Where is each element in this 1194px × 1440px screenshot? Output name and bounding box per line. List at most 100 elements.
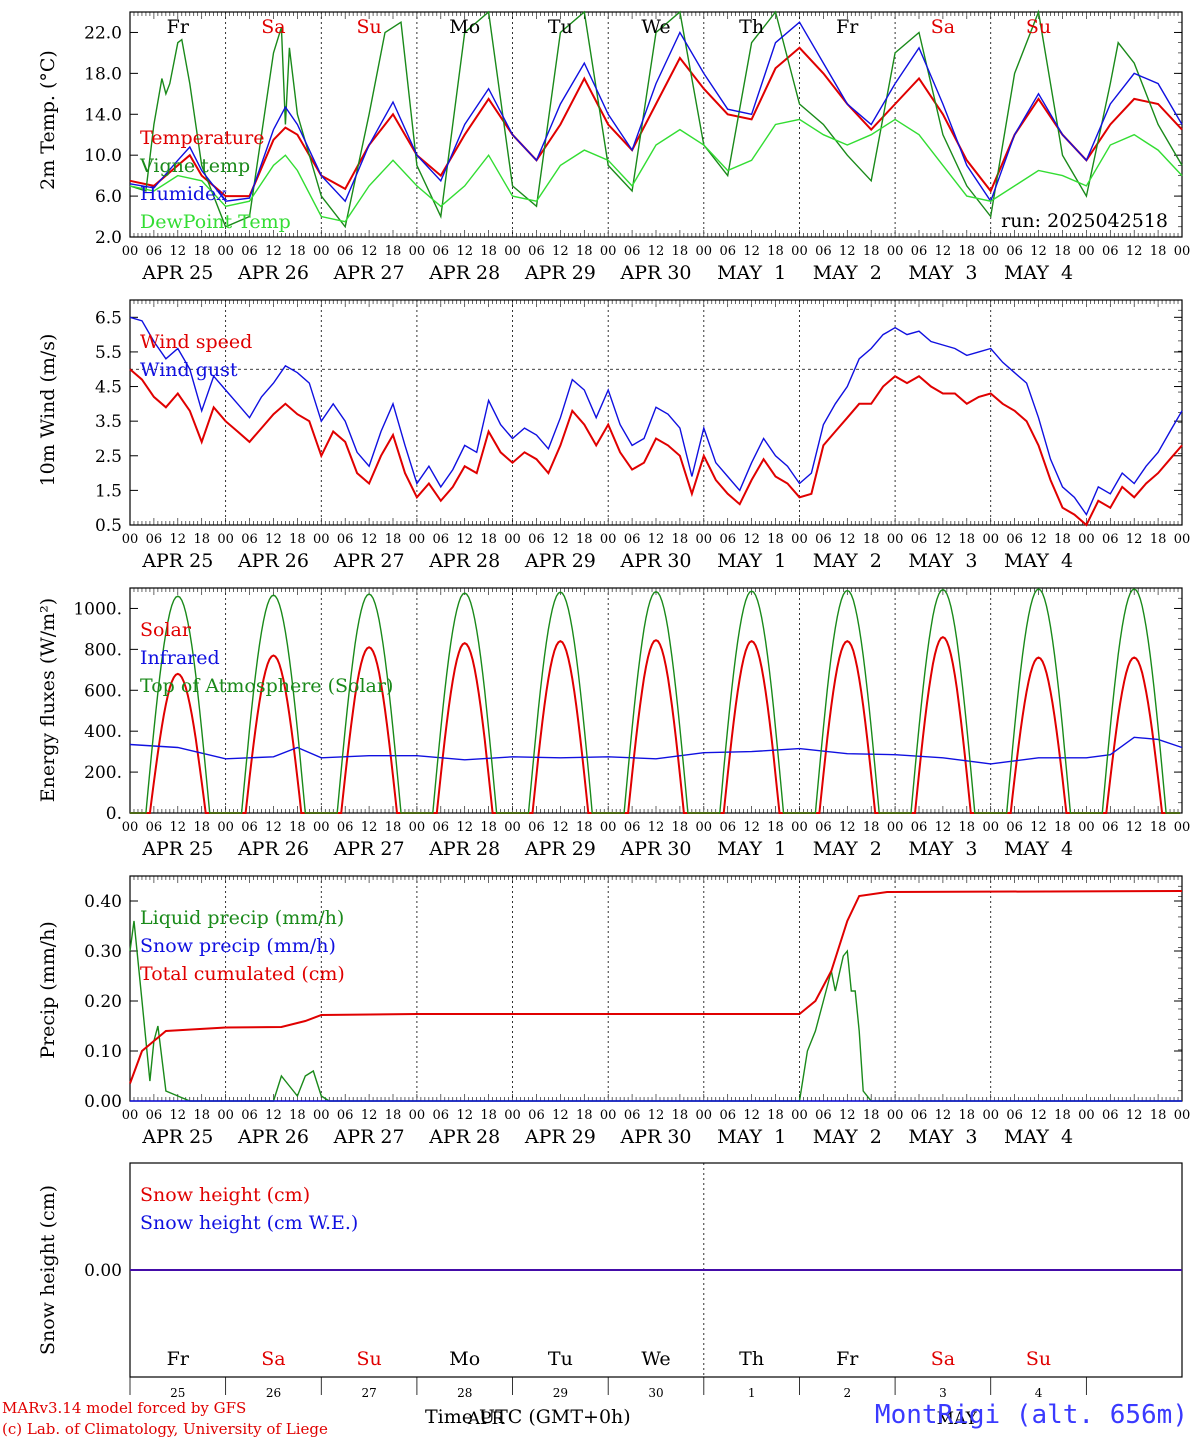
day-number-label: 29 <box>553 1386 568 1400</box>
y-tick-label: 1.5 <box>95 481 122 501</box>
hour-tick-label: 00 <box>887 820 904 835</box>
y-axis-label: 10m Wind (m/s) <box>37 334 59 487</box>
weekday-label-top: Tu <box>548 16 573 38</box>
hour-tick-label: 18 <box>576 532 593 547</box>
date-label: MAY 2 <box>813 262 882 284</box>
date-label: APR 25 <box>141 838 213 860</box>
hour-tick-label: 12 <box>456 1108 473 1123</box>
hour-tick-label: 06 <box>241 820 258 835</box>
hour-tick-label: 12 <box>1126 1108 1143 1123</box>
hour-tick-label: 06 <box>911 532 928 547</box>
weekday-label: Su <box>356 1348 381 1370</box>
hour-tick-label: 18 <box>672 244 689 259</box>
hour-tick-label: 18 <box>863 1108 880 1123</box>
hour-tick-label: 18 <box>1054 1108 1071 1123</box>
hour-tick-label: 18 <box>289 244 306 259</box>
lab-credit: (c) Lab. of Climatology, University of L… <box>2 1420 328 1438</box>
hour-tick-label: 06 <box>719 244 736 259</box>
date-label: APR 28 <box>428 262 500 284</box>
hour-tick-label: 18 <box>863 244 880 259</box>
date-label: APR 27 <box>333 1126 405 1148</box>
hour-tick-label: 06 <box>1102 820 1119 835</box>
y-tick-label: 0.00 <box>84 1261 122 1281</box>
hour-tick-label: 06 <box>337 244 354 259</box>
hour-tick-label: 12 <box>935 1108 952 1123</box>
day-number-label: 2 <box>843 1386 851 1400</box>
date-label: MAY 3 <box>908 262 977 284</box>
hour-tick-label: 12 <box>456 820 473 835</box>
hour-tick-label: 12 <box>552 820 569 835</box>
hour-tick-label: 00 <box>982 820 999 835</box>
series-line-total-cumulated-cm <box>129 890 1183 1084</box>
hour-tick-label: 06 <box>719 532 736 547</box>
hour-tick-label: 06 <box>1102 532 1119 547</box>
weekday-label-top: We <box>641 16 670 38</box>
weekday-label-top: Fr <box>167 16 190 38</box>
date-label: MAY 4 <box>1004 1126 1073 1148</box>
date-label: MAY 4 <box>1004 262 1073 284</box>
hour-tick-label: 00 <box>982 1108 999 1123</box>
date-label: MAY 1 <box>717 1126 786 1148</box>
date-label: APR 25 <box>141 1126 213 1148</box>
hour-tick-label: 00 <box>122 532 139 547</box>
hour-tick-label: 18 <box>959 532 976 547</box>
plot-frame <box>129 299 1183 526</box>
date-label: APR 27 <box>333 550 405 572</box>
hour-tick-label: 00 <box>1078 1108 1095 1123</box>
hour-tick-label: 12 <box>1030 244 1047 259</box>
hour-tick-label: 12 <box>170 820 187 835</box>
hour-tick-label: 18 <box>1054 244 1071 259</box>
hour-tick-label: 12 <box>265 244 282 259</box>
hour-tick-label: 12 <box>743 1108 760 1123</box>
hour-tick-label: 18 <box>863 532 880 547</box>
hour-tick-label: 00 <box>791 1108 808 1123</box>
hour-tick-label: 18 <box>193 1108 210 1123</box>
hour-tick-label: 00 <box>696 532 713 547</box>
hour-tick-label: 00 <box>504 244 521 259</box>
hour-tick-label: 00 <box>600 532 617 547</box>
hour-tick-label: 06 <box>911 820 928 835</box>
hour-tick-label: 06 <box>241 1108 258 1123</box>
date-label: APR 29 <box>524 1126 596 1148</box>
hour-tick-label: 12 <box>648 820 665 835</box>
weekday-label: Mo <box>449 1348 480 1370</box>
y-axis-label: Energy fluxes (W/m²) <box>37 598 59 802</box>
hour-tick-label: 12 <box>552 532 569 547</box>
y-axis-label: Snow height (cm) <box>37 1185 59 1355</box>
hour-tick-label: 00 <box>217 1108 234 1123</box>
weekday-label: Tu <box>548 1348 573 1370</box>
y-tick-label: 0.30 <box>84 942 122 962</box>
hour-tick-label: 12 <box>361 244 378 259</box>
weekday-label: We <box>641 1348 670 1370</box>
hour-tick-label: 12 <box>935 244 952 259</box>
hour-tick-label: 18 <box>959 244 976 259</box>
hour-tick-label: 06 <box>1102 244 1119 259</box>
date-label: APR 30 <box>619 262 691 284</box>
hour-tick-label: 00 <box>696 820 713 835</box>
hour-tick-label: 06 <box>433 820 450 835</box>
date-label: APR 26 <box>237 550 309 572</box>
date-label: APR 27 <box>333 262 405 284</box>
weekday-label-top: Su <box>1026 16 1051 38</box>
date-label: APR 27 <box>333 838 405 860</box>
hour-tick-label: 00 <box>696 244 713 259</box>
date-label: APR 26 <box>237 1126 309 1148</box>
hour-tick-label: 18 <box>193 244 210 259</box>
y-tick-label: 600. <box>84 681 122 701</box>
legend-entry: Temperature <box>140 127 264 149</box>
hour-tick-label: 12 <box>935 820 952 835</box>
hour-tick-label: 06 <box>433 1108 450 1123</box>
date-label: APR 30 <box>619 1126 691 1148</box>
hour-tick-label: 06 <box>146 1108 163 1123</box>
hour-tick-label: 18 <box>480 1108 497 1123</box>
series-line-solar <box>130 635 1180 814</box>
run-label: run: 2025042518 <box>1001 210 1168 232</box>
hour-tick-label: 12 <box>456 532 473 547</box>
hour-tick-label: 12 <box>170 1108 187 1123</box>
panel-4 <box>129 875 1183 1102</box>
series-line-dewpoint-temp <box>129 118 1183 223</box>
y-tick-label: 0.20 <box>84 992 122 1012</box>
hour-tick-label: 00 <box>1174 820 1191 835</box>
hour-tick-label: 18 <box>1150 820 1167 835</box>
